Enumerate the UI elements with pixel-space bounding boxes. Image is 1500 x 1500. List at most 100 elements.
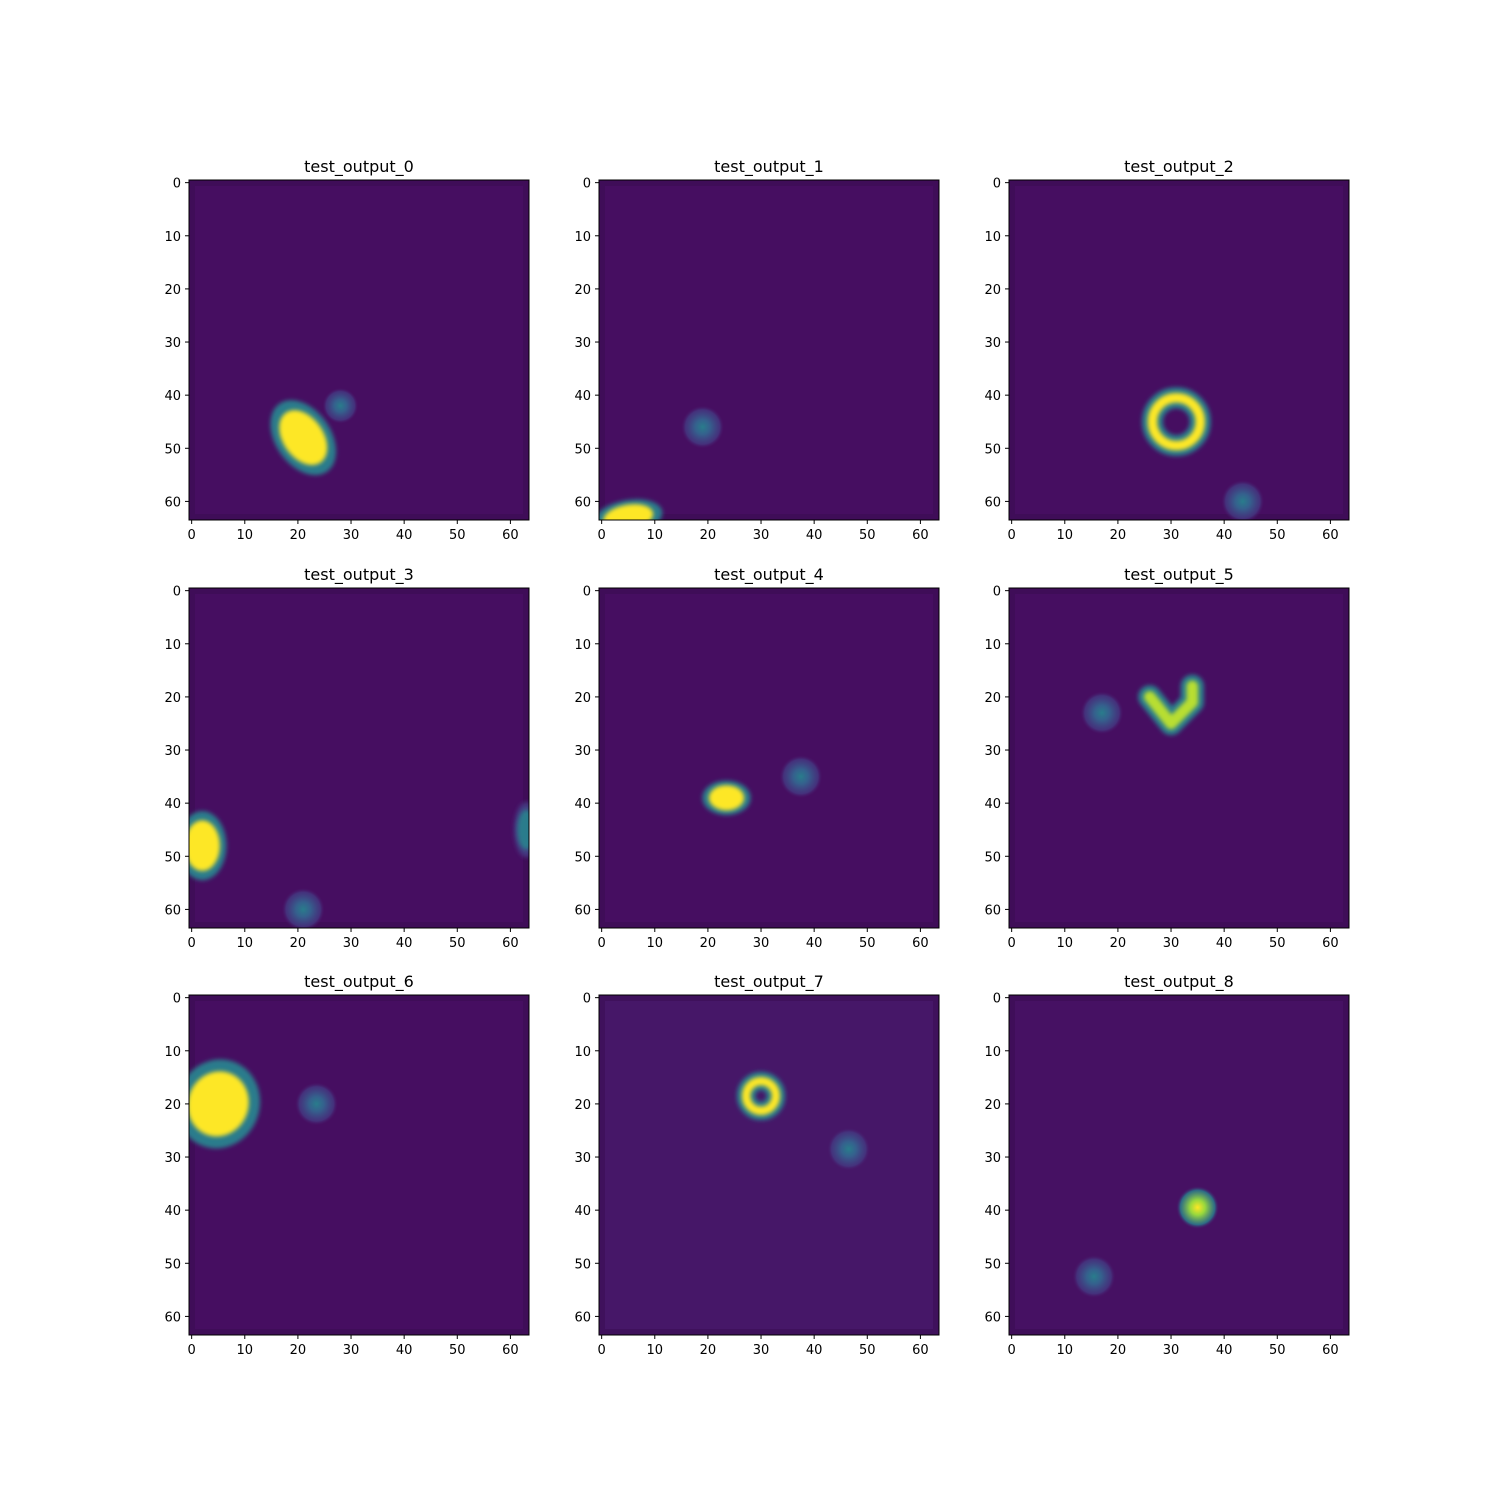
heatmap-blob (827, 1128, 870, 1171)
y-tick-label: 20 (574, 283, 591, 298)
panel-title: test_output_0 (304, 157, 414, 177)
heatmap-blob (1221, 480, 1264, 523)
y-tick-label: 50 (164, 850, 181, 865)
y-tick-label: 40 (574, 797, 591, 812)
x-tick-label: 20 (290, 936, 307, 951)
y-tick-label: 40 (164, 1204, 181, 1219)
y-tick-label: 0 (993, 992, 1001, 1007)
x-tick-label: 20 (700, 936, 717, 951)
y-tick-label: 60 (164, 1310, 181, 1325)
y-tick-label: 20 (984, 691, 1001, 706)
y-tick-label: 20 (164, 1098, 181, 1113)
y-tick-label: 0 (173, 177, 181, 192)
x-tick-label: 30 (1163, 1343, 1180, 1358)
panel-title: test_output_7 (714, 972, 824, 992)
heatmap-blob-core (185, 820, 220, 870)
x-tick-label: 20 (1110, 1343, 1127, 1358)
x-tick-label: 10 (237, 1343, 254, 1358)
x-tick-label: 0 (188, 1343, 196, 1358)
x-tick-label: 60 (912, 936, 929, 951)
x-tick-label: 60 (912, 1343, 929, 1358)
x-tick-label: 0 (188, 936, 196, 951)
heatmap-blob (1176, 1186, 1219, 1229)
x-tick-label: 20 (700, 1343, 717, 1358)
x-tick-label: 0 (598, 1343, 606, 1358)
y-tick-label: 40 (984, 1204, 1001, 1219)
y-tick-label: 60 (984, 1310, 1001, 1325)
panel-title: test_output_6 (304, 972, 414, 992)
y-tick-label: 30 (574, 336, 591, 351)
heatmap-blob (282, 888, 325, 931)
x-tick-label: 50 (449, 1343, 466, 1358)
heatmap-blob-core (709, 785, 744, 810)
x-tick-label: 40 (806, 1343, 823, 1358)
heatmap-blob (295, 1082, 338, 1125)
y-tick-label: 30 (984, 1151, 1001, 1166)
x-tick-label: 60 (912, 528, 929, 543)
y-tick-label: 30 (574, 1151, 591, 1166)
x-tick-label: 0 (1008, 936, 1016, 951)
x-tick-label: 50 (449, 528, 466, 543)
heatmap-background (189, 588, 529, 928)
x-tick-label: 30 (343, 1343, 360, 1358)
y-tick-label: 10 (164, 230, 181, 245)
panel-5: test_output_50 10 20 30 40 50 600102030405060 (984, 565, 1349, 951)
x-tick-label: 60 (502, 528, 519, 543)
y-tick-label: 20 (574, 691, 591, 706)
y-tick-label: 30 (984, 336, 1001, 351)
y-tick-label: 50 (984, 442, 1001, 457)
heatmap-background (1009, 180, 1349, 520)
y-tick-label: 10 (984, 638, 1001, 653)
heatmap-background (1009, 588, 1349, 928)
heatmap-blob (322, 388, 358, 424)
x-tick-label: 10 (1057, 528, 1074, 543)
y-tick-label: 40 (574, 389, 591, 404)
panel-title: test_output_5 (1124, 565, 1234, 585)
heatmap-background (599, 995, 939, 1335)
y-tick-label: 40 (164, 389, 181, 404)
y-tick-label: 0 (993, 585, 1001, 600)
x-tick-label: 60 (1322, 1343, 1339, 1358)
x-tick-label: 10 (1057, 1343, 1074, 1358)
x-tick-label: 30 (343, 936, 360, 951)
x-tick-label: 50 (1269, 936, 1286, 951)
y-tick-label: 10 (164, 638, 181, 653)
x-tick-label: 20 (290, 1343, 307, 1358)
y-tick-label: 40 (984, 797, 1001, 812)
y-tick-label: 0 (173, 992, 181, 1007)
heatmap-background (189, 180, 529, 520)
panel-title: test_output_4 (714, 565, 824, 585)
y-tick-label: 30 (164, 744, 181, 759)
x-tick-label: 50 (859, 528, 876, 543)
y-tick-label: 60 (984, 903, 1001, 918)
x-tick-label: 10 (237, 528, 254, 543)
x-tick-label: 10 (647, 528, 664, 543)
heatmap-background (599, 180, 939, 520)
x-tick-label: 30 (1163, 528, 1180, 543)
x-tick-label: 0 (1008, 1343, 1016, 1358)
y-tick-label: 0 (583, 992, 591, 1007)
heatmap-blob-core (517, 810, 535, 850)
y-tick-label: 0 (583, 177, 591, 192)
panel-8: test_output_80 10 20 30 40 50 600102030405060 (984, 972, 1349, 1358)
x-tick-label: 30 (343, 528, 360, 543)
heatmap-background (599, 588, 939, 928)
y-tick-label: 20 (984, 283, 1001, 298)
y-tick-label: 30 (164, 1151, 181, 1166)
heatmap-blob (1080, 691, 1123, 734)
panel-title: test_output_2 (1124, 157, 1234, 177)
x-tick-label: 20 (290, 528, 307, 543)
heatmap-background (1009, 995, 1349, 1335)
y-tick-label: 10 (574, 638, 591, 653)
panel-3: test_output_30 10 20 30 40 50 600102030405060 (164, 565, 538, 951)
y-tick-label: 0 (173, 585, 181, 600)
y-tick-label: 20 (164, 283, 181, 298)
y-tick-label: 10 (164, 1045, 181, 1060)
x-tick-label: 60 (502, 1343, 519, 1358)
x-tick-label: 50 (1269, 1343, 1286, 1358)
panel-title: test_output_8 (1124, 972, 1234, 992)
y-tick-label: 50 (164, 442, 181, 457)
x-tick-label: 20 (700, 528, 717, 543)
x-tick-label: 50 (859, 936, 876, 951)
x-tick-label: 60 (1322, 936, 1339, 951)
